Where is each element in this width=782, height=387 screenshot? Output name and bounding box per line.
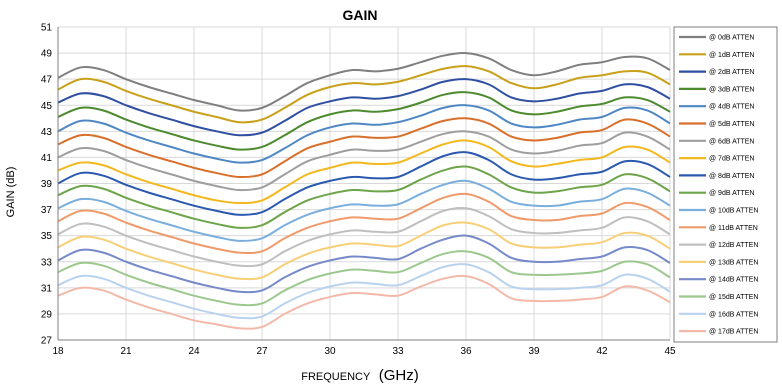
x-tick-labels: 18 21 24 27 30 33 36 39 42 45	[52, 346, 676, 357]
series-line-0	[57, 52, 671, 112]
y-tick-label: 51	[41, 23, 53, 34]
x-tick-label: 24	[188, 346, 200, 357]
legend-box	[673, 26, 778, 343]
chart-title: GAIN	[343, 7, 378, 23]
x-tick-label: 42	[596, 346, 608, 357]
axes	[57, 27, 670, 341]
y-tick-label: 45	[41, 101, 53, 112]
y-tick-label: 35	[41, 231, 53, 242]
y-tick-label: 27	[41, 336, 53, 347]
legend-label: @ 3dB ATTEN	[709, 86, 755, 93]
legend-label: @ 16dB ATTEN	[709, 311, 758, 318]
legend-label: @ 13dB ATTEN	[709, 259, 758, 266]
legend-label: @ 7dB ATTEN	[709, 156, 755, 163]
legend-label: @ 12dB ATTEN	[709, 242, 758, 249]
series-line-11	[57, 192, 671, 255]
series-line-4	[57, 104, 671, 164]
legend: @ 0dB ATTEN @ 1dB ATTEN @ 2dB ATTEN @ 3dB A…	[673, 26, 778, 343]
y-tick-labels: 27 29 31 33 35 37 39 41 43 45 47 49 51	[41, 23, 53, 347]
legend-label: @ 14dB ATTEN	[709, 277, 758, 284]
legend-label: @ 1dB ATTEN	[709, 52, 755, 59]
x-axis-label-text: FREQUENCY	[301, 371, 371, 383]
y-tick-label: 33	[41, 257, 53, 268]
x-tick-label: 27	[256, 346, 268, 357]
y-axis-label: GAIN (dB)	[5, 167, 17, 218]
legend-label: @ 0dB ATTEN	[709, 35, 755, 42]
y-tick-label: 41	[41, 153, 53, 164]
x-tick-label: 18	[52, 346, 64, 357]
series-line-14	[57, 234, 671, 294]
series-line-13	[57, 221, 671, 281]
y-tick-label: 39	[41, 179, 53, 190]
series-line-7	[57, 139, 671, 205]
x-tick-label: 45	[664, 346, 676, 357]
legend-label: @ 11dB ATTEN	[709, 225, 758, 232]
y-tick-label: 31	[41, 283, 53, 294]
x-tick-label: 21	[120, 346, 132, 357]
legend-label: @ 15dB ATTEN	[709, 294, 758, 301]
x-axis-label: FREQUENCY (GHz)	[301, 367, 419, 384]
series-line-15	[57, 250, 671, 307]
series-line-2	[57, 78, 671, 137]
series-line-3	[57, 91, 671, 151]
x-tick-label: 30	[324, 346, 336, 357]
legend-label: @ 5dB ATTEN	[709, 121, 755, 128]
y-tick-label: 29	[41, 309, 53, 320]
legend-label: @ 4dB ATTEN	[709, 104, 755, 111]
legend-label: @ 9dB ATTEN	[709, 190, 755, 197]
series-line-9	[57, 165, 671, 229]
legend-label: @ 10dB ATTEN	[709, 208, 758, 215]
legend-label: @ 2dB ATTEN	[709, 69, 755, 76]
x-tick-label: 39	[528, 346, 540, 357]
series-line-5	[57, 117, 671, 179]
series-line-10	[57, 179, 671, 242]
y-tick-label: 43	[41, 127, 53, 138]
legend-label: @ 8dB ATTEN	[709, 173, 755, 180]
y-tick-label: 49	[41, 49, 53, 60]
y-tick-label: 37	[41, 205, 53, 216]
series-line-1	[57, 65, 671, 124]
series-lines	[57, 52, 671, 330]
x-tick-label: 33	[392, 346, 404, 357]
y-tick-label: 47	[41, 75, 53, 86]
legend-label: @ 17dB ATTEN	[709, 329, 758, 336]
series-line-16	[57, 263, 671, 320]
series-line-17	[57, 274, 671, 330]
x-axis-label-unit: (GHz)	[379, 367, 419, 384]
series-line-6	[57, 130, 671, 192]
legend-label: @ 6dB ATTEN	[709, 138, 755, 145]
series-line-8	[57, 151, 671, 216]
series-line-12	[57, 207, 671, 268]
x-tick-label: 36	[460, 346, 472, 357]
